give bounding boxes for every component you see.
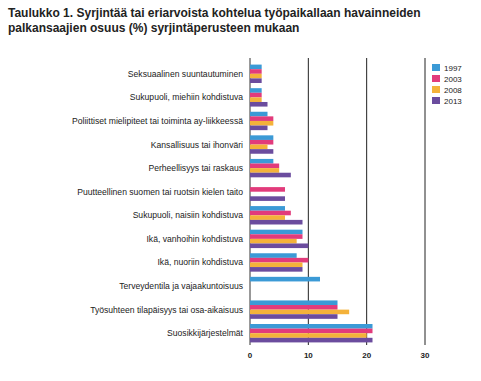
legend-swatch <box>432 75 440 82</box>
bar <box>250 164 279 169</box>
bar <box>250 93 262 98</box>
tick-label: 10 <box>304 351 313 360</box>
bar <box>250 329 373 334</box>
category-label: Ikä, vanhoihin kohdistuva <box>146 234 243 244</box>
category-label: Sukupuoli, naisiin kohdistuva <box>133 210 244 220</box>
bar <box>250 102 268 107</box>
legend-label: 1997 <box>444 64 462 73</box>
bar <box>250 168 279 173</box>
category-label: Kansallisuus tai ihonväri <box>151 140 243 150</box>
bar <box>250 243 308 248</box>
category-label: Sukupuoli, miehiin kohdistuva <box>130 92 243 102</box>
bar <box>250 126 268 131</box>
category-label: Ikä, nuoriin kohdistuva <box>157 257 243 267</box>
bar <box>250 173 291 178</box>
bar <box>250 206 285 211</box>
bar <box>250 97 262 102</box>
bar <box>250 215 285 220</box>
grid-line <box>366 58 367 345</box>
bar <box>250 310 349 315</box>
bar <box>250 305 338 310</box>
category-label: Poliittiset mielipiteet tai toiminta ay-… <box>72 116 243 126</box>
category-label: Perheellisyys tai raskaus <box>148 163 243 173</box>
legend-swatch <box>432 64 440 71</box>
bar <box>250 69 262 74</box>
legend-swatch <box>432 97 440 104</box>
bar <box>250 324 373 329</box>
bar <box>250 300 338 305</box>
bar <box>250 149 273 154</box>
bar <box>250 65 262 70</box>
bar <box>250 116 273 121</box>
category-label: Suosikkijärjestelmät <box>167 328 244 338</box>
bar <box>250 78 262 83</box>
bar <box>250 230 303 235</box>
tick-label: 20 <box>362 351 371 360</box>
bar <box>250 258 308 263</box>
title: Taulukko 1. Syrjintää tai eriarvoista ko… <box>8 6 428 36</box>
tick-label: 0 <box>248 351 253 360</box>
tick-label: 30 <box>421 351 430 360</box>
bar <box>250 267 303 272</box>
category-label: Terveydentila ja vajaakuntoisuus <box>119 281 243 291</box>
bar <box>250 277 320 282</box>
legend-swatch <box>432 86 440 93</box>
bar <box>250 121 273 126</box>
category-label: Seksuaalinen suuntautuminen <box>128 69 243 79</box>
legend-label: 2008 <box>444 86 462 95</box>
bar <box>250 135 273 140</box>
bar <box>250 74 262 79</box>
bar <box>250 333 367 338</box>
legend-label: 2013 <box>444 97 462 106</box>
bar <box>250 220 303 225</box>
bar <box>250 112 268 117</box>
bar <box>250 239 297 244</box>
grid-line <box>425 58 426 345</box>
bar <box>250 140 273 145</box>
legend-label: 2003 <box>444 75 462 84</box>
bar <box>250 338 373 343</box>
bar <box>250 187 285 192</box>
category-label: Työsuhteen tilapäisyys tai osa-aikaisuus <box>90 305 243 315</box>
bar <box>250 159 273 164</box>
bar <box>250 314 338 319</box>
bar <box>250 262 303 267</box>
bars <box>250 65 373 343</box>
chart: 0 10 20 30 Seksuaalinen suuntautuminen Sukupu… <box>0 0 481 381</box>
bar <box>250 211 291 216</box>
bar <box>250 253 297 258</box>
bar <box>250 234 303 239</box>
bar <box>250 196 285 201</box>
category-label: Puutteellinen suomen tai ruotsin kielen … <box>77 187 243 197</box>
bar <box>250 145 268 150</box>
bar <box>250 88 262 93</box>
